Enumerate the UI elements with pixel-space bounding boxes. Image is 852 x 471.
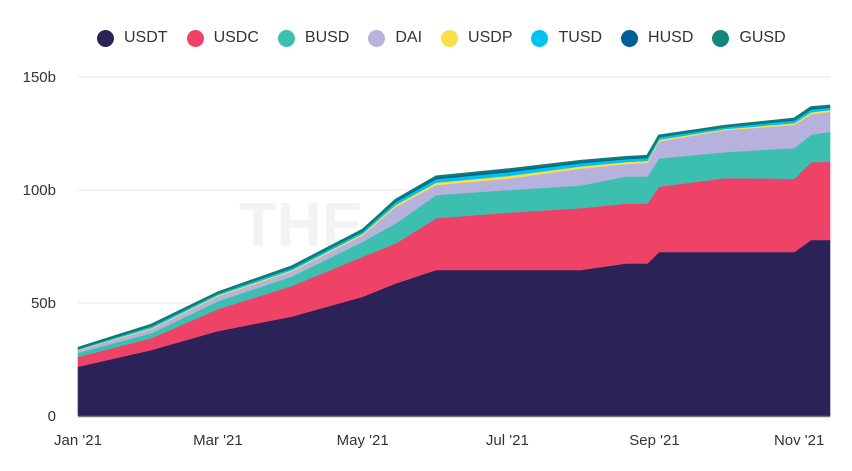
legend-label: USDT: [124, 29, 168, 46]
x-tick-label: Mar '21: [193, 432, 243, 449]
y-tick-label: 100b: [23, 182, 56, 199]
legend-label: USDC: [213, 29, 259, 46]
legend-swatch-icon: [97, 29, 114, 47]
y-tick-label: 50b: [31, 295, 56, 312]
legend-label: HUSD: [648, 29, 694, 46]
legend-item-usdt[interactable]: USDT: [97, 29, 168, 47]
legend-item-tusd[interactable]: TUSD: [531, 29, 602, 47]
total-outline: [77, 104, 831, 350]
legend-swatch-icon: [441, 29, 459, 47]
y-tick-label: 0: [48, 408, 56, 425]
legend-label: TUSD: [558, 29, 603, 46]
x-tick-label: Jan '21: [54, 432, 102, 449]
legend-swatch-icon: [368, 29, 386, 47]
legend-swatch-icon: [531, 29, 549, 47]
legend-label: BUSD: [304, 29, 350, 46]
legend-label: GUSD: [739, 29, 786, 46]
legend: USDT USDC BUSD DAI USDP TUSD HUSD GUSD: [97, 29, 805, 47]
legend-label: DAI: [395, 29, 423, 46]
legend-item-gusd[interactable]: GUSD: [712, 29, 786, 47]
legend-item-usdp[interactable]: USDP: [441, 29, 512, 47]
x-tick-label: Nov '21: [774, 432, 824, 449]
legend-item-dai[interactable]: DAI: [368, 29, 422, 47]
legend-item-busd[interactable]: BUSD: [277, 29, 350, 47]
legend-swatch-icon: [712, 29, 730, 47]
y-tick-label: 150b: [23, 69, 56, 86]
legend-label: USDP: [468, 29, 513, 46]
x-tick-label: Jul '21: [486, 432, 529, 449]
legend-swatch-icon: [621, 29, 639, 47]
x-tick-label: Sep '21: [629, 432, 679, 449]
x-tick-label: May '21: [337, 432, 389, 449]
legend-item-husd[interactable]: HUSD: [621, 29, 693, 47]
legend-swatch-icon: [277, 29, 295, 47]
legend-swatch-icon: [186, 29, 204, 47]
legend-item-usdc[interactable]: USDC: [186, 29, 259, 47]
